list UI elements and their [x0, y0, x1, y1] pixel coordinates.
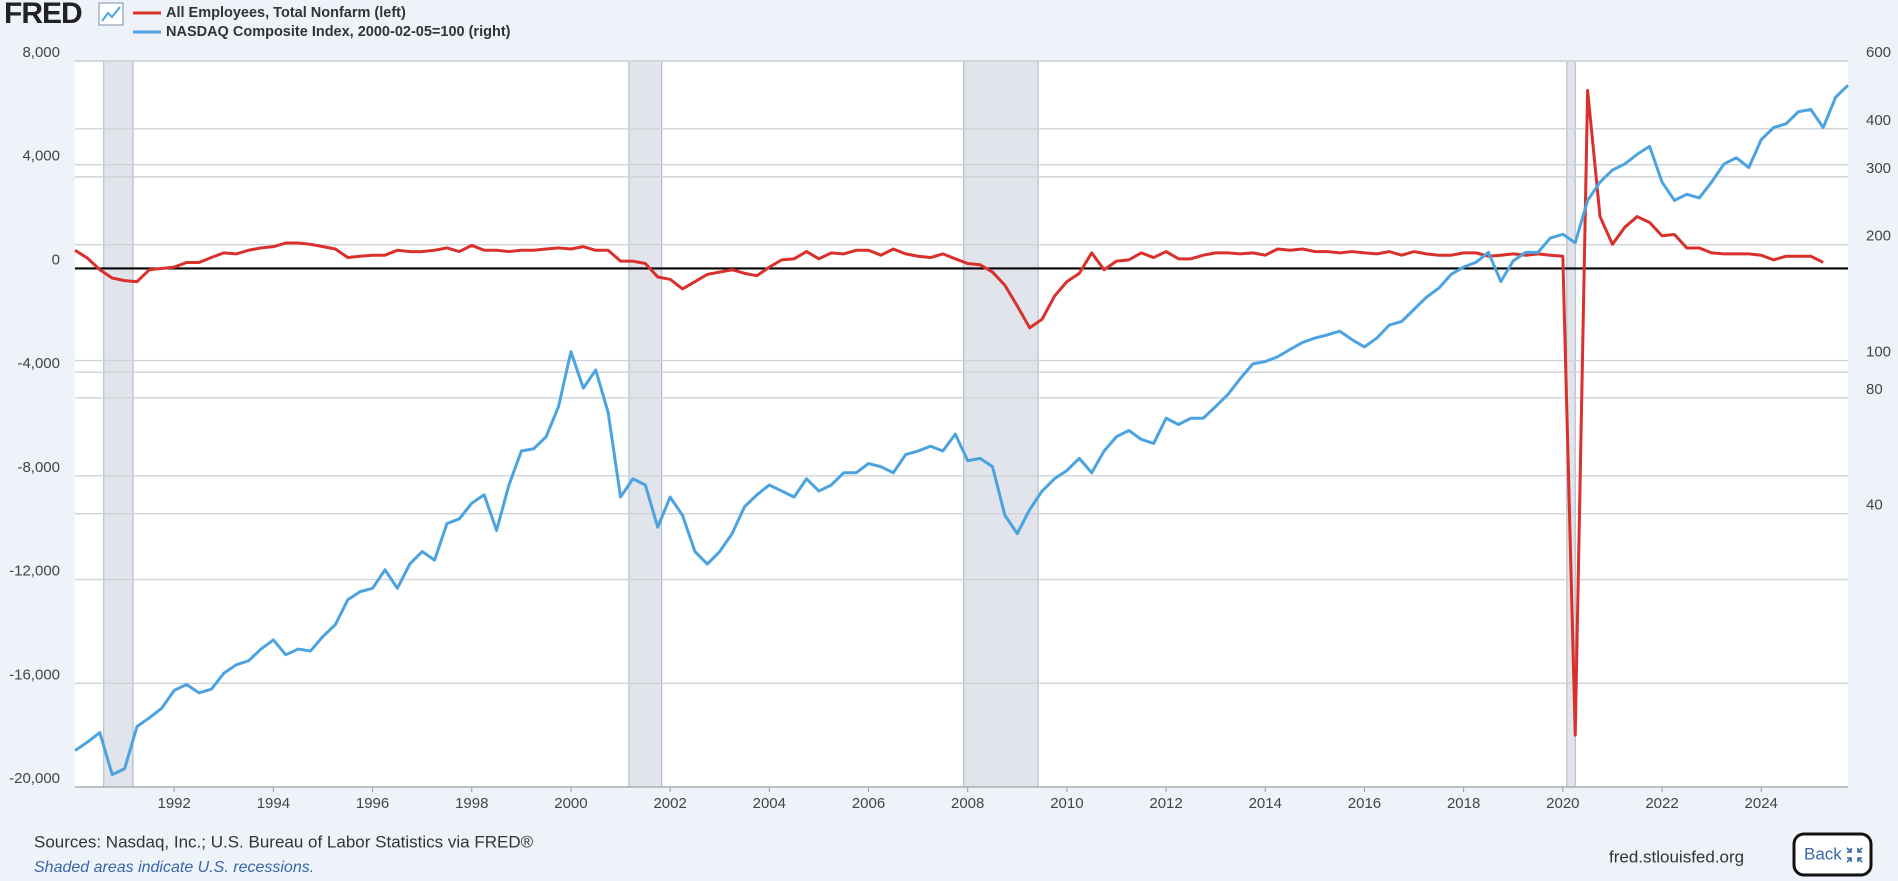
- x-tick-label: 1994: [257, 795, 290, 812]
- back-button-box[interactable]: [1792, 832, 1873, 877]
- x-tick-label: 2018: [1447, 795, 1480, 812]
- x-tick-label: 1998: [455, 795, 488, 812]
- recession-band: [103, 60, 134, 788]
- y-tick-label: -20,000: [9, 770, 60, 787]
- series-line: [74, 89, 1824, 737]
- legend-label: All Employees, Total Nonfarm (left): [166, 5, 406, 21]
- x-tick-label: 2002: [653, 795, 686, 812]
- x-tick-label: 1996: [356, 795, 389, 812]
- y-tick-label: -12,000: [9, 563, 60, 580]
- x-tick-label: 2012: [1149, 795, 1182, 812]
- back-button[interactable]: Back: [1792, 832, 1873, 877]
- x-tick-label: 2008: [951, 795, 984, 812]
- logo-icon-line: [101, 6, 121, 22]
- y-tick-label: 0: [52, 251, 60, 268]
- x-tick-label: 2020: [1546, 795, 1579, 812]
- legend-label: NASDAQ Composite Index, 2000-02-05=100 (…: [166, 24, 511, 40]
- y2-tick-label: 80: [1866, 381, 1883, 398]
- sources: Sources: Nasdaq, Inc.; U.S. Bureau of La…: [34, 832, 534, 851]
- y2-tick-label: 40: [1866, 497, 1883, 514]
- y-tick-label: 4,000: [22, 148, 60, 165]
- recession-note: Shaded areas indicate U.S. recessions.: [34, 859, 314, 876]
- y-tick-label: -8,000: [17, 459, 60, 476]
- y2-tick-label: 100: [1866, 344, 1891, 361]
- x-tick-label: 2000: [554, 795, 587, 812]
- back-button-label[interactable]: Back: [1804, 844, 1842, 863]
- y2-tick-label: 600: [1866, 44, 1891, 61]
- plot-area: [75, 61, 1848, 787]
- x-tick-label: 2014: [1249, 795, 1282, 812]
- y2-tick-label: 300: [1866, 160, 1891, 177]
- y-tick-label: 8,000: [22, 44, 60, 61]
- x-tick-label: 2016: [1348, 795, 1381, 812]
- logo-icon: [98, 2, 124, 26]
- x-tick-label: 2024: [1745, 795, 1778, 812]
- x-tick-label: 2006: [852, 795, 885, 812]
- recession-band: [963, 60, 1039, 788]
- plot: 40 80 100 200 300 400 600 8,000 4,000 0 -4,000 -8,0…: [9, 44, 1891, 812]
- logo-icon-box: [98, 2, 124, 26]
- y-tick-label: -16,000: [9, 666, 60, 683]
- source-url: fred.stlouisfed.org: [1609, 847, 1744, 866]
- y-tick-label: -4,000: [17, 355, 60, 372]
- x-tick-label: 1992: [158, 795, 191, 812]
- recession-band: [628, 60, 663, 788]
- back-button-icon[interactable]: [1846, 847, 1863, 863]
- series-line: [74, 84, 1850, 777]
- y2-tick-label: 400: [1866, 112, 1891, 129]
- x-tick-label: 2010: [1050, 795, 1083, 812]
- y2-tick-label: 200: [1866, 228, 1891, 245]
- x-tick-label: 2022: [1645, 795, 1678, 812]
- logo: FRED: [4, 0, 82, 30]
- x-tick-label: 2004: [753, 795, 786, 812]
